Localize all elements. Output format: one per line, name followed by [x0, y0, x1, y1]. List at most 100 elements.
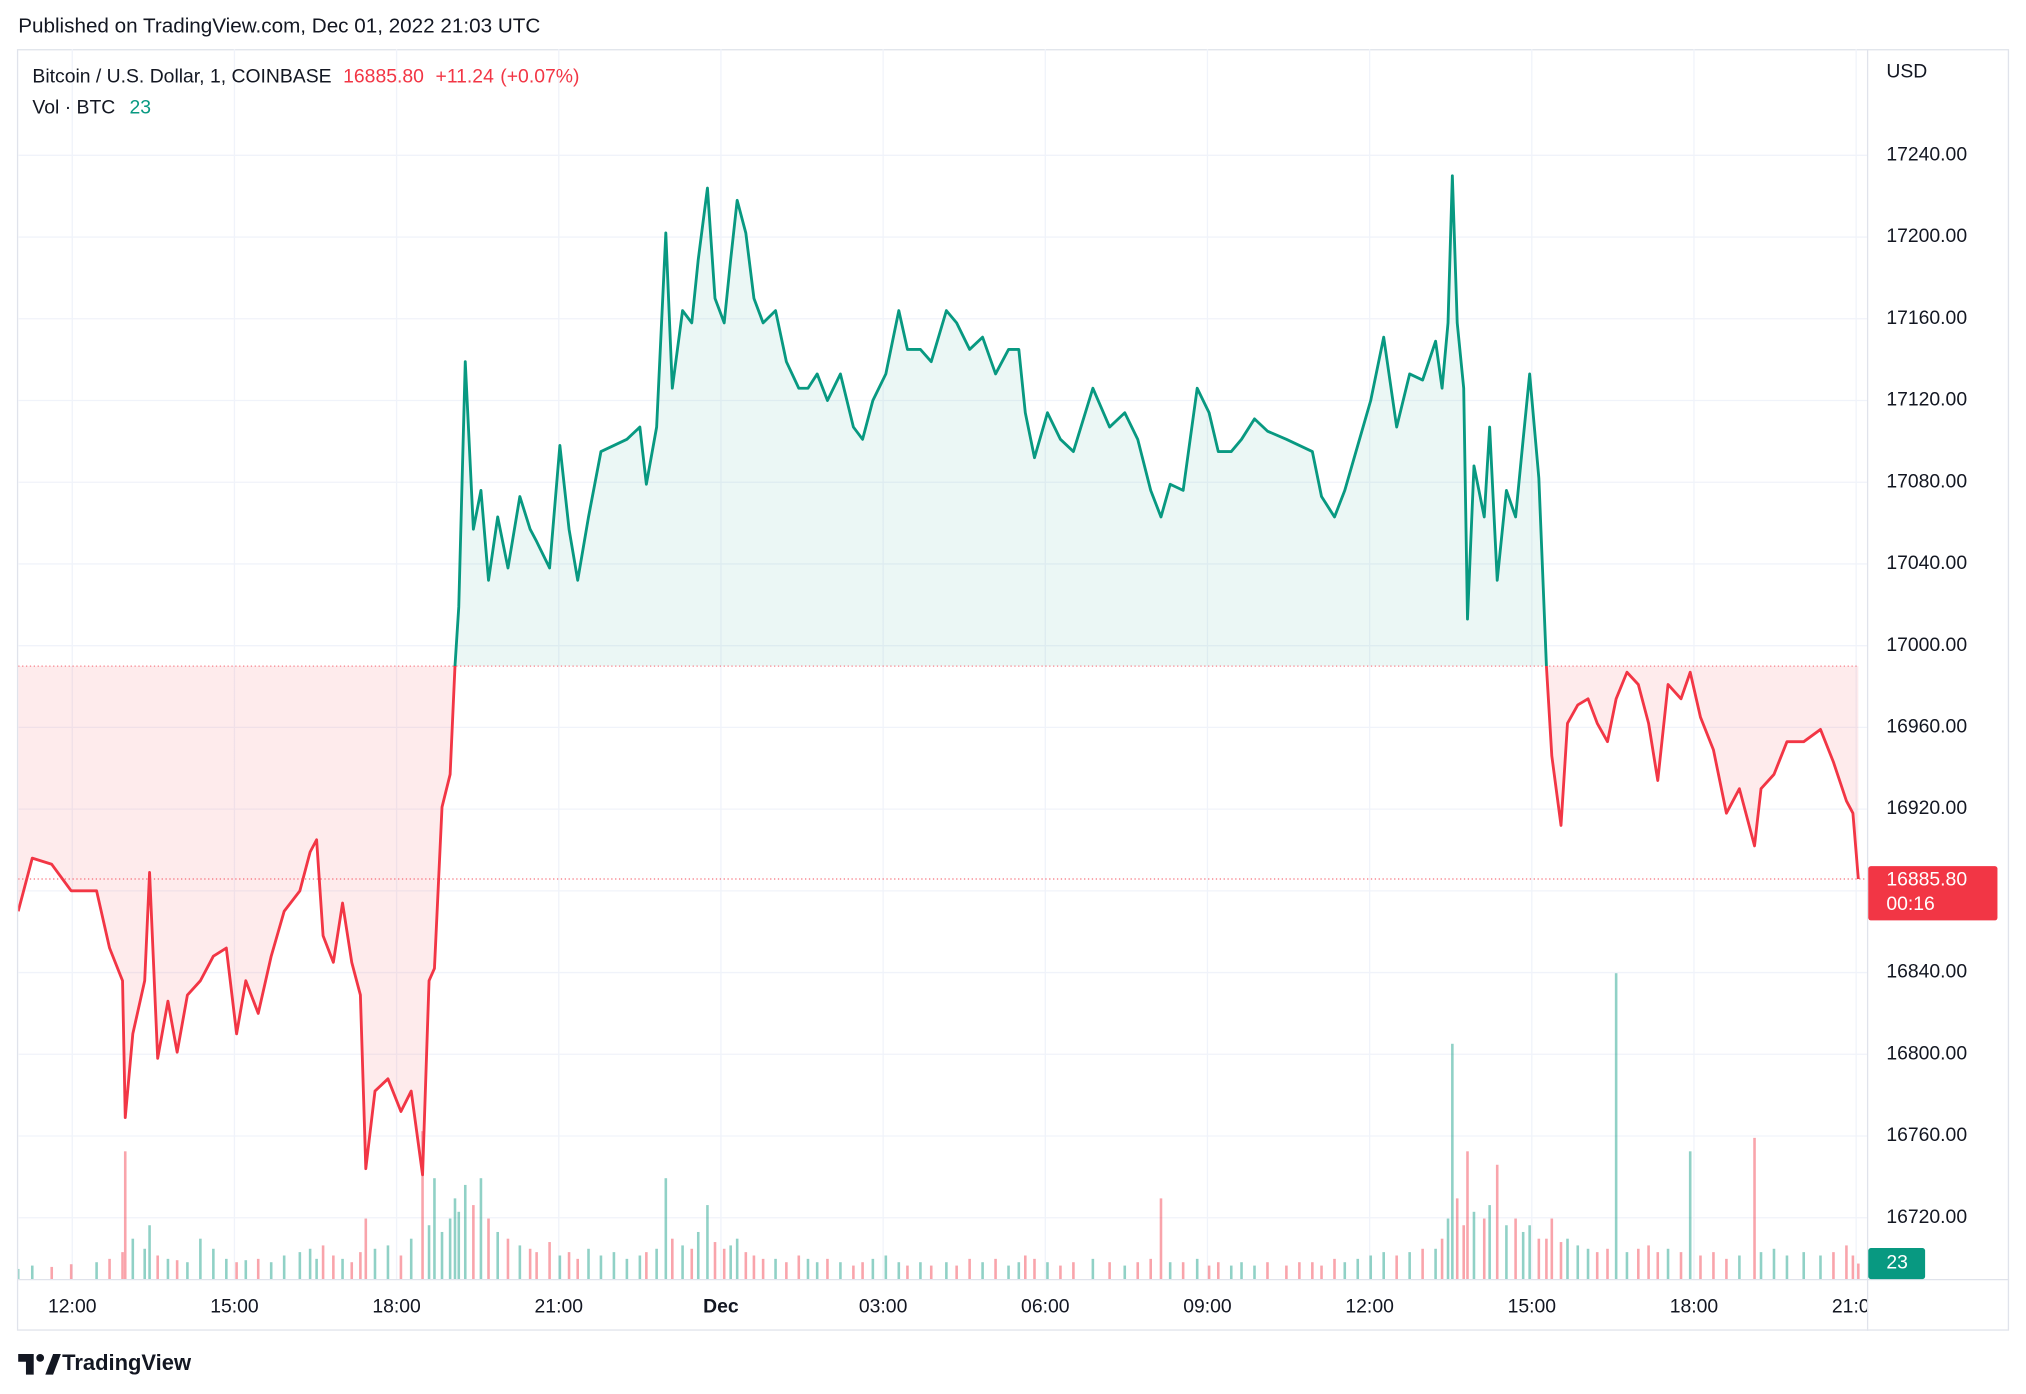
- volume-bar: [774, 1258, 777, 1280]
- volume-badge: [1868, 1248, 1926, 1280]
- x-tick-label: 12:00: [1345, 1296, 1394, 1318]
- volume-bar: [1537, 1238, 1541, 1280]
- volume-bar: [440, 1231, 444, 1280]
- volume-bar: [1159, 1198, 1163, 1280]
- volume-bar: [1207, 1265, 1211, 1280]
- volume-bar: [1440, 1238, 1444, 1280]
- volume-bar: [1369, 1255, 1373, 1280]
- volume-bar: [1595, 1252, 1599, 1280]
- volume-bar: [968, 1258, 971, 1280]
- volume-bar: [1772, 1248, 1776, 1280]
- volume-bar: [1606, 1248, 1609, 1280]
- volume-bar: [199, 1238, 202, 1280]
- volume-bar: [871, 1258, 875, 1280]
- volume-last: 23: [129, 97, 151, 119]
- volume-bar: [409, 1238, 413, 1280]
- x-tick-label: 21:00: [1832, 1296, 1881, 1318]
- volume-bar: [518, 1245, 522, 1280]
- volume-bar: [752, 1255, 756, 1280]
- volume-bar: [1666, 1248, 1670, 1280]
- volume-bar: [1845, 1245, 1848, 1280]
- volume-bar: [839, 1262, 842, 1280]
- volume-bar: [1699, 1255, 1702, 1280]
- volume-bar: [981, 1262, 984, 1280]
- volume-bar: [186, 1262, 189, 1280]
- volume-bar: [1356, 1258, 1360, 1280]
- volume-bar: [166, 1258, 170, 1280]
- volume-bar: [797, 1255, 801, 1280]
- volume-bar: [1688, 1151, 1692, 1280]
- volume-bar: [1123, 1265, 1127, 1280]
- volume-bar: [535, 1252, 538, 1280]
- y-tick-label: 17240.00: [1886, 143, 1967, 165]
- volume-bar: [861, 1262, 864, 1280]
- volume-bar: [897, 1262, 901, 1280]
- volume-bar: [1488, 1205, 1491, 1280]
- last-price-badge: [1868, 866, 1998, 921]
- volume-bar: [496, 1231, 499, 1280]
- volume-bar: [735, 1238, 739, 1280]
- volume-bar: [528, 1248, 532, 1280]
- volume-bar: [427, 1225, 431, 1280]
- volume-bar: [1832, 1252, 1835, 1280]
- volume-bar: [1857, 1263, 1860, 1280]
- volume-bar: [386, 1245, 390, 1280]
- volume-bar: [244, 1260, 248, 1280]
- volume-bar: [1679, 1252, 1683, 1280]
- volume-bar: [1559, 1242, 1563, 1280]
- volume-bar: [269, 1262, 273, 1280]
- volume-bar: [1819, 1255, 1822, 1280]
- volume-bar: [955, 1265, 958, 1280]
- x-tick-label: 18:00: [372, 1296, 421, 1318]
- volume-bar: [1785, 1255, 1789, 1280]
- volume-bar: [1759, 1252, 1763, 1280]
- volume-bar: [175, 1260, 179, 1280]
- y-tick-label: 16840.00: [1886, 961, 1967, 983]
- volume-bar: [1195, 1258, 1199, 1280]
- volume-bar: [359, 1252, 362, 1280]
- volume-bar: [576, 1258, 579, 1280]
- volume-bar: [143, 1248, 146, 1280]
- last-price: 16885.80: [343, 66, 424, 88]
- y-tick-label: 16920.00: [1886, 797, 1967, 819]
- volume-bar: [121, 1252, 124, 1280]
- volume-bar: [761, 1258, 765, 1280]
- x-tick-label: 15:00: [210, 1296, 259, 1318]
- volume-bar: [1408, 1252, 1411, 1280]
- volume-bar: [806, 1258, 810, 1280]
- volume-bar: [1240, 1262, 1243, 1280]
- volume-bar: [1550, 1218, 1554, 1280]
- volume-bars: [18, 973, 1860, 1280]
- volume-bar: [690, 1248, 694, 1280]
- volume-bar: [945, 1262, 948, 1280]
- volume-bar: [479, 1178, 483, 1280]
- volume-bar: [1229, 1265, 1233, 1280]
- volume-bar: [256, 1258, 260, 1280]
- volume-bar: [341, 1258, 344, 1280]
- volume-bar: [1168, 1262, 1172, 1280]
- volume-bar: [1637, 1248, 1640, 1280]
- volume-bar: [350, 1262, 354, 1280]
- volume-bar: [1514, 1218, 1517, 1280]
- volume-bar: [1625, 1252, 1629, 1280]
- volume-bar: [1614, 973, 1618, 1280]
- volume-bar: [852, 1265, 855, 1280]
- volume-bar: [548, 1242, 551, 1280]
- volume-bar: [681, 1245, 684, 1280]
- volume-bar: [826, 1258, 829, 1280]
- y-tick-label: 16800.00: [1886, 1042, 1967, 1064]
- y-tick-label: 16760.00: [1886, 1124, 1967, 1146]
- volume-bar: [671, 1238, 674, 1280]
- volume-bar: [1421, 1248, 1424, 1280]
- volume-bar: [148, 1225, 151, 1280]
- volume-bar: [1455, 1198, 1459, 1280]
- volume-bar: [472, 1205, 475, 1280]
- volume-bar: [321, 1245, 325, 1280]
- volume-bar: [18, 1268, 20, 1280]
- volume-bar: [1136, 1262, 1140, 1280]
- volume-bar: [308, 1248, 312, 1280]
- volume-bar: [69, 1264, 73, 1280]
- brand-logo: [18, 1353, 61, 1375]
- volume-bar: [744, 1252, 748, 1280]
